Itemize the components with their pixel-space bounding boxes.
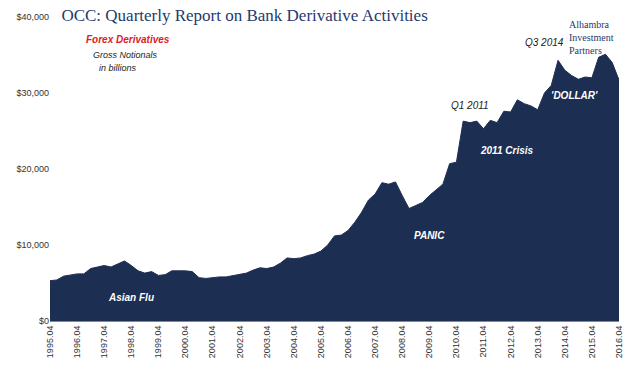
svg-text:2004.04: 2004.04 xyxy=(289,326,299,359)
svg-text:1999.04: 1999.04 xyxy=(153,326,163,359)
svg-text:2011 Crisis: 2011 Crisis xyxy=(480,145,534,156)
svg-text:$20,000: $20,000 xyxy=(16,164,49,174)
svg-text:2012.04: 2012.04 xyxy=(506,326,516,359)
svg-text:2016.04: 2016.04 xyxy=(614,326,624,359)
svg-text:2014.04: 2014.04 xyxy=(560,326,570,359)
svg-text:$30,000: $30,000 xyxy=(16,88,49,98)
svg-text:2011.04: 2011.04 xyxy=(478,326,488,358)
svg-text:2001.04: 2001.04 xyxy=(207,326,217,359)
svg-text:Gross Notionals: Gross Notionals xyxy=(93,50,158,60)
svg-text:2015.04: 2015.04 xyxy=(587,326,597,359)
svg-text:2010.04: 2010.04 xyxy=(451,326,461,359)
svg-text:2006.04: 2006.04 xyxy=(343,326,353,359)
svg-text:2008.04: 2008.04 xyxy=(397,326,407,359)
svg-text:AlhambraInvestmentPartners: AlhambraInvestmentPartners xyxy=(569,19,614,56)
svg-text:1995.04: 1995.04 xyxy=(45,326,55,359)
svg-text:Q1 2011: Q1 2011 xyxy=(451,100,489,111)
svg-text:2007.04: 2007.04 xyxy=(370,326,380,359)
svg-text:Q3 2014: Q3 2014 xyxy=(525,37,564,48)
svg-text:2000.04: 2000.04 xyxy=(180,326,190,359)
svg-text:OCC: Quarterly Report on Bank: OCC: Quarterly Report on Bank Derivative… xyxy=(61,6,427,25)
svg-text:$40,000: $40,000 xyxy=(16,12,49,22)
svg-text:1997.04: 1997.04 xyxy=(99,326,109,359)
svg-text:PANIC: PANIC xyxy=(414,230,445,241)
svg-text:2013.04: 2013.04 xyxy=(533,326,543,359)
svg-text:2003.04: 2003.04 xyxy=(262,326,272,359)
svg-text:$10,000: $10,000 xyxy=(16,240,49,250)
svg-text:2002.04: 2002.04 xyxy=(235,326,245,359)
svg-text:2005.04: 2005.04 xyxy=(316,326,326,359)
svg-text:Forex Derivatives: Forex Derivatives xyxy=(86,34,170,45)
svg-text:$0: $0 xyxy=(39,316,49,326)
svg-text:2009.04: 2009.04 xyxy=(424,326,434,359)
svg-text:in billions: in billions xyxy=(99,63,137,73)
svg-text:'DOLLAR': 'DOLLAR' xyxy=(551,90,598,101)
svg-text:1996.04: 1996.04 xyxy=(72,326,82,359)
svg-text:Asian Flu: Asian Flu xyxy=(108,292,154,303)
svg-text:1998.04: 1998.04 xyxy=(126,326,136,359)
